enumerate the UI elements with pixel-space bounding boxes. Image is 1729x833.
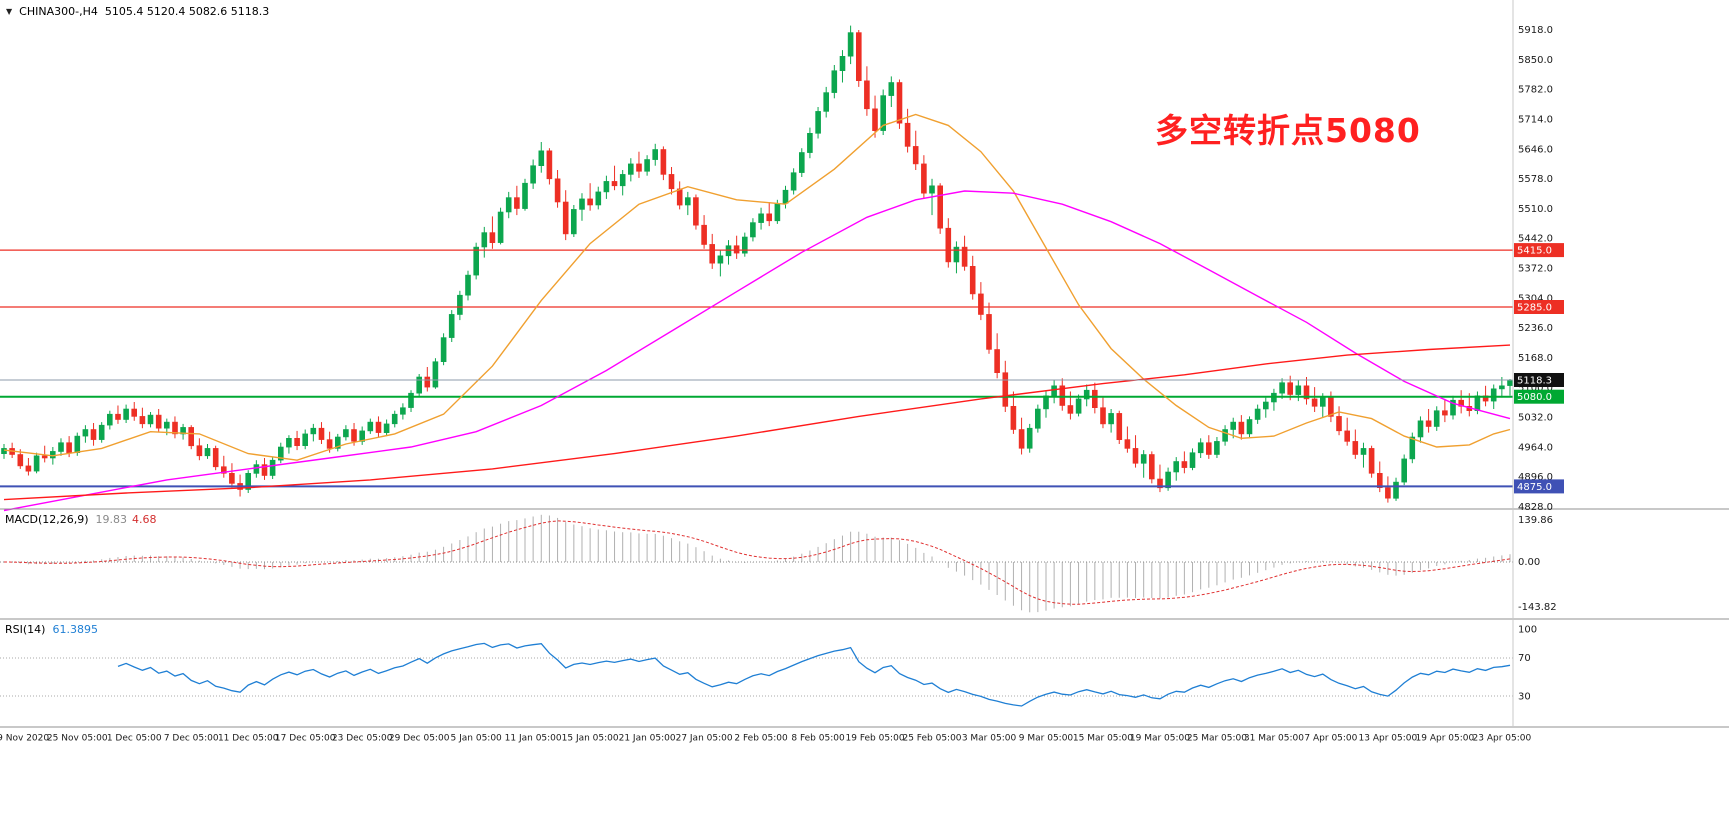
time-axis-label: 11 Dec 05:00: [218, 734, 279, 744]
ohlc-values: 5105.4 5120.4 5082.6 5118.3: [104, 5, 270, 18]
rsi-value: 61.3895: [52, 623, 98, 636]
axis-label: -143.82: [1518, 602, 1557, 613]
time-axis-label: 3 Mar 05:00: [962, 734, 1017, 744]
time-axis-label: 7 Dec 05:00: [164, 734, 219, 744]
price-tag: 5285.0: [1517, 303, 1552, 314]
axis-label: 0.00: [1518, 557, 1540, 568]
axis-label: 100: [1518, 625, 1537, 636]
time-axis-label: 19 Apr 05:00: [1416, 734, 1475, 744]
axis-label: 5714.0: [1518, 114, 1553, 125]
time-axis-label: 13 Apr 05:00: [1359, 734, 1418, 744]
time-axis-label: 2 Feb 05:00: [734, 734, 788, 744]
price-axis-tags: 5415.0 5285.0 5080.0 4875.0 5118.3: [1514, 243, 1564, 494]
price-tag: 4875.0: [1517, 482, 1552, 493]
axis-label: 5168.0: [1518, 353, 1553, 364]
time-axis-label: 29 Dec 05:00: [389, 734, 450, 744]
time-axis-label: 15 Mar 05:00: [1073, 734, 1133, 744]
time-axis-label: 8 Feb 05:00: [791, 734, 845, 744]
axis-label: 5850.0: [1518, 55, 1553, 66]
fast-ma-line: [3, 113, 1511, 461]
axis-label: 5578.0: [1518, 174, 1553, 185]
axis-label: 5304.0: [1518, 293, 1553, 304]
axis-label: 70: [1518, 653, 1531, 664]
macd-signal-line: [3, 520, 1511, 605]
price-tag: 5415.0: [1517, 246, 1552, 257]
time-axis-label: 25 Mar 05:00: [1187, 734, 1247, 744]
time-axis-label: 23 Apr 05:00: [1473, 734, 1532, 744]
time-axis-label: 17 Dec 05:00: [275, 734, 336, 744]
axis-label: 5782.0: [1518, 85, 1553, 96]
axis-label: 139.86: [1518, 515, 1553, 526]
axis-label: 5032.0: [1518, 413, 1553, 424]
price-tag: 5080.0: [1517, 392, 1552, 403]
time-axis-label: 1 Dec 05:00: [107, 734, 162, 744]
macd-main-value: 19.83: [95, 513, 128, 526]
time-axis-label: 11 Jan 05:00: [505, 734, 562, 744]
time-axis-label: 15 Jan 05:00: [562, 734, 619, 744]
axis-label: 4964.0: [1518, 442, 1553, 453]
axis-label: 5646.0: [1518, 144, 1553, 155]
rsi-name: RSI(14): [5, 623, 46, 636]
rsi-line: [117, 642, 1511, 707]
symbol-timeframe: CHINA300-,H4: [19, 5, 98, 18]
chart-marker-icon: ▼: [6, 7, 13, 16]
annotation-text: 多空转折点5080: [1155, 111, 1421, 150]
rsi-indicator-label: RSI(14) 61.3895: [5, 623, 98, 636]
medium-ma-line: [3, 190, 1511, 512]
time-axis-label: 9 Mar 05:00: [1019, 734, 1074, 744]
axis-label: 30: [1518, 692, 1531, 703]
time-axis-label: 19 Mar 05:00: [1130, 734, 1190, 744]
axis-label: 5372.0: [1518, 264, 1553, 275]
time-axis-label: 19 Feb 05:00: [846, 734, 905, 744]
macd-name: MACD(12,26,9): [5, 513, 89, 526]
price-tag: 5118.3: [1517, 376, 1552, 387]
axis-label: 5918.0: [1518, 25, 1553, 36]
symbol-ohlc-info: ▼ CHINA300-,H4 5105.4 5120.4 5082.6 5118…: [6, 5, 269, 18]
time-axis-label: 25 Nov 05:00: [47, 734, 108, 744]
time-axis-label: 25 Feb 05:00: [902, 734, 961, 744]
macd-signal-value: 4.68: [132, 513, 157, 526]
macd-histogram: [11, 514, 1511, 613]
time-axis-label: 23 Dec 05:00: [332, 734, 393, 744]
axis-label: 4896.0: [1518, 472, 1553, 483]
axis-label: 5236.0: [1518, 323, 1553, 334]
horizontal-level-lines[interactable]: [0, 249, 1513, 488]
time-axis-label: 7 Apr 05:00: [1304, 734, 1357, 744]
time-axis-label: 19 Nov 2020: [0, 734, 49, 744]
axis-label: 5442.0: [1518, 234, 1553, 245]
axis-label: 4828.0: [1518, 502, 1553, 513]
time-axis-label: 27 Jan 05:00: [676, 734, 733, 744]
candles-layer: [1, 25, 1513, 503]
time-axis-label: 21 Jan 05:00: [619, 734, 676, 744]
time-axis-label: 31 Mar 05:00: [1244, 734, 1304, 744]
time-axis-label: 5 Jan 05:00: [451, 734, 503, 744]
slow-ma-line: [3, 344, 1511, 501]
macd-indicator-label: MACD(12,26,9) 19.83 4.68: [5, 513, 157, 526]
axis-label: 5100.0: [1518, 383, 1553, 394]
axis-label: 5510.0: [1518, 204, 1553, 215]
